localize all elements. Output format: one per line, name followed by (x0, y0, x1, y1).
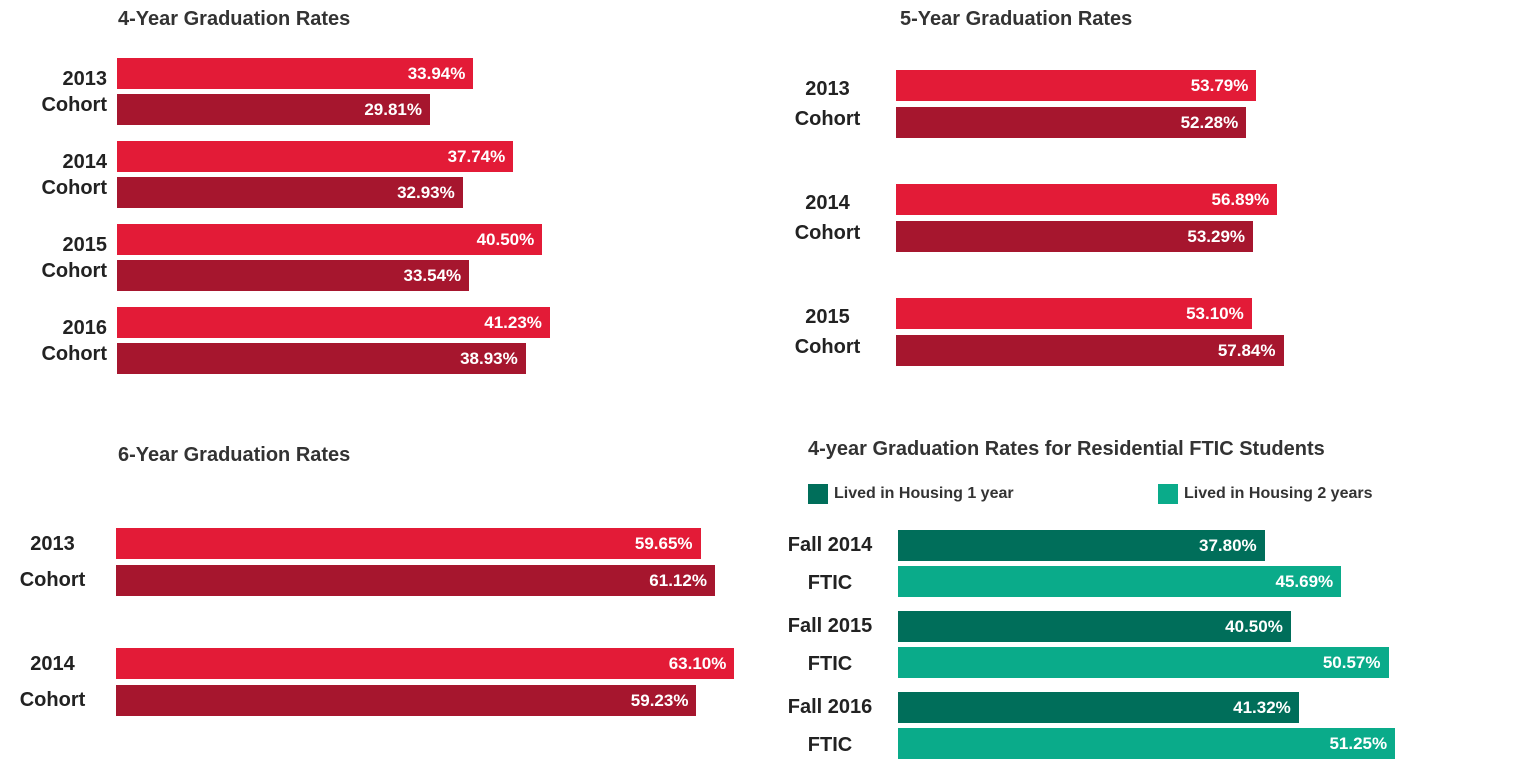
bar: 41.23% (117, 307, 550, 338)
bar: 59.65% (116, 528, 701, 559)
bar: 29.81% (117, 94, 430, 125)
bar: 40.50% (117, 224, 543, 255)
value-label: 50.57% (1322, 653, 1381, 672)
bar: 56.89% (896, 184, 1278, 215)
bar: 59.23% (116, 685, 697, 716)
value-label: 56.89% (1211, 190, 1270, 209)
value-label: 38.93% (460, 349, 518, 368)
bar: 52.28% (896, 107, 1247, 138)
legend-label: Lived in Housing 2 years (1184, 485, 1373, 502)
value-label: 61.12% (649, 571, 707, 590)
value-label: 52.28% (1180, 113, 1239, 132)
legend-swatch (808, 484, 828, 504)
category-label: Fall 2015 FTIC (787, 614, 873, 675)
bar: 37.74% (117, 141, 514, 172)
value-label: 32.93% (397, 183, 455, 202)
value-label: 29.81% (364, 100, 422, 119)
bar: 53.79% (896, 70, 1257, 101)
value-label: 53.79% (1190, 76, 1249, 95)
bar: 53.29% (896, 221, 1254, 252)
bar: 32.93% (117, 177, 463, 208)
bar: 51.25% (898, 728, 1396, 759)
category-label: 2015 Cohort (41, 233, 107, 282)
value-label: 59.23% (630, 691, 689, 710)
value-label: 40.50% (476, 230, 535, 249)
legend-item: Lived in Housing 2 years (1158, 484, 1373, 504)
value-label: 37.74% (447, 147, 506, 166)
bar: 61.12% (116, 565, 715, 596)
value-label: 40.50% (1225, 617, 1283, 636)
bar: 50.57% (898, 647, 1389, 678)
bar: 57.84% (896, 335, 1284, 366)
category-label: 2013 Cohort (794, 78, 861, 130)
chart-title: 4-year Graduation Rates for Residential … (808, 438, 1325, 460)
value-label: 37.80% (1198, 536, 1257, 555)
chart-title: 6-Year Graduation Rates (118, 444, 351, 466)
category-label: 2014 Cohort (41, 150, 107, 199)
bar: 33.54% (117, 260, 470, 291)
legend-item: Lived in Housing 1 year (808, 484, 1014, 504)
value-label: 33.54% (403, 266, 462, 285)
category-label: Fall 2014 FTIC (787, 533, 873, 594)
chart-title: 5-Year Graduation Rates (900, 8, 1133, 30)
value-label: 53.29% (1187, 227, 1246, 246)
value-label: 41.32% (1233, 698, 1291, 717)
legend-label: Lived in Housing 1 year (834, 485, 1014, 502)
value-label: 57.84% (1217, 341, 1276, 360)
value-label: 33.94% (407, 64, 466, 83)
category-label: 2016 Cohort (41, 316, 107, 365)
bar: 41.32% (898, 692, 1299, 723)
chart-title: 4-Year Graduation Rates (118, 8, 351, 30)
category-label: 2013 Cohort (19, 533, 86, 591)
bar: 33.94% (117, 58, 474, 89)
value-label: 53.10% (1186, 304, 1244, 323)
value-label: 41.23% (484, 313, 542, 332)
bar: 37.80% (898, 530, 1265, 561)
bar: 53.10% (896, 298, 1252, 329)
bar: 40.50% (898, 611, 1291, 642)
legend-swatch (1158, 484, 1178, 504)
value-label: 45.69% (1275, 572, 1334, 591)
category-label: Fall 2016 FTIC (787, 695, 873, 756)
value-label: 51.25% (1329, 734, 1388, 753)
category-label: 2014 Cohort (794, 192, 861, 244)
bar: 38.93% (117, 343, 526, 374)
bar: 63.10% (116, 648, 735, 679)
category-label: 2015 Cohort (794, 306, 861, 358)
value-label: 63.10% (668, 654, 727, 673)
bar: 45.69% (898, 566, 1342, 597)
category-label: 2013 Cohort (41, 67, 107, 116)
value-label: 59.65% (634, 534, 693, 553)
category-label: 2014 Cohort (19, 653, 86, 711)
